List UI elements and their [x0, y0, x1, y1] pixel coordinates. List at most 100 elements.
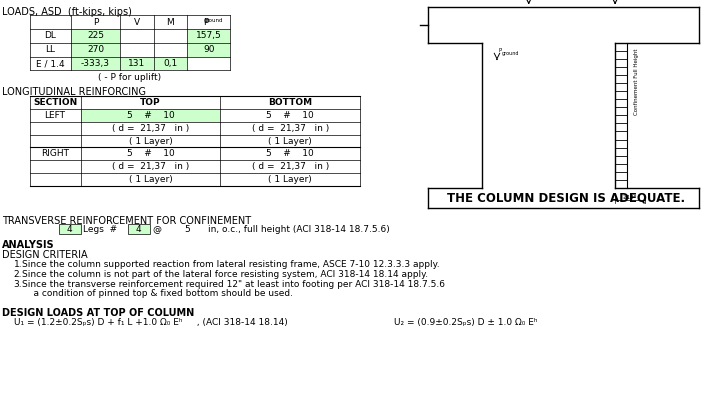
Text: ( 1 Layer): ( 1 Layer) — [129, 136, 173, 145]
Bar — [120, 15, 154, 29]
Bar — [187, 57, 231, 70]
Bar — [29, 122, 81, 134]
Bar — [29, 147, 81, 160]
Bar — [81, 134, 221, 147]
Bar — [29, 109, 81, 122]
Bar — [29, 134, 81, 147]
Text: Since the transverse reinforcement required 12" at least into footing per ACI 31: Since the transverse reinforcement requi… — [21, 280, 445, 289]
Text: 5    #    10: 5 # 10 — [266, 149, 314, 158]
Text: ( d =  21,37   in ): ( d = 21,37 in ) — [112, 124, 189, 133]
Bar — [29, 96, 81, 109]
Text: U₁ = (1.2±0.2Sₚs) D + f₁ L +1.0 Ω₀ Eʰ     , (ACI 318-14 18.14): U₁ = (1.2±0.2Sₚs) D + f₁ L +1.0 Ω₀ Eʰ , … — [14, 318, 288, 327]
Text: 3.: 3. — [14, 280, 22, 289]
Bar — [221, 96, 360, 109]
Text: Legs  #: Legs # — [83, 225, 117, 234]
Text: 4: 4 — [136, 225, 141, 234]
Text: LONGITUDINAL REINFORCING: LONGITUDINAL REINFORCING — [2, 87, 146, 97]
Text: 5    #    10: 5 # 10 — [126, 149, 174, 158]
Bar — [120, 43, 154, 57]
Text: DL: DL — [44, 32, 56, 40]
Bar — [154, 29, 187, 43]
Bar — [221, 160, 360, 173]
Bar — [81, 147, 221, 160]
Bar — [29, 15, 71, 29]
Text: TOP: TOP — [140, 98, 161, 107]
Bar — [29, 43, 71, 57]
Text: ( d =  21,37   in ): ( d = 21,37 in ) — [252, 162, 329, 171]
Text: DESIGN LOADS AT TOP OF COLUMN: DESIGN LOADS AT TOP OF COLUMN — [2, 308, 194, 318]
Text: M: M — [166, 18, 174, 27]
Bar — [71, 43, 120, 57]
Text: U₂ = (0.9±0.2Sₚs) D ± 1.0 Ω₀ Eʰ: U₂ = (0.9±0.2Sₚs) D ± 1.0 Ω₀ Eʰ — [393, 318, 537, 327]
Bar — [187, 29, 231, 43]
Bar — [71, 57, 120, 70]
Text: P: P — [499, 48, 502, 53]
Text: V: V — [134, 18, 140, 27]
Bar — [59, 224, 81, 234]
Bar — [221, 109, 360, 122]
Text: TRANSVERSE REINFORCEMENT FOR CONFINEMENT: TRANSVERSE REINFORCEMENT FOR CONFINEMENT — [2, 215, 251, 226]
Bar — [29, 173, 81, 186]
Bar — [187, 15, 231, 29]
Bar — [81, 122, 221, 134]
Bar — [221, 134, 360, 147]
Text: ( d =  21,37   in ): ( d = 21,37 in ) — [112, 162, 189, 171]
Text: THE COLUMN DESIGN IS ADEQUATE.: THE COLUMN DESIGN IS ADEQUATE. — [447, 191, 685, 204]
Text: @        5      in, o.c., full height (ACI 318-14 18.7.5.6): @ 5 in, o.c., full height (ACI 318-14 18… — [153, 225, 389, 234]
Bar — [221, 147, 360, 160]
Text: 131: 131 — [129, 59, 146, 68]
Bar — [154, 15, 187, 29]
Text: P: P — [93, 18, 98, 27]
Text: LEFT: LEFT — [44, 111, 66, 120]
Text: ANALYSIS: ANALYSIS — [2, 240, 54, 250]
Text: 1.: 1. — [14, 260, 22, 269]
Text: a condition of pinned top & fixed bottom should be used.: a condition of pinned top & fixed bottom… — [21, 288, 293, 298]
Text: -333,3: -333,3 — [81, 59, 110, 68]
Bar — [154, 43, 187, 57]
Text: Since the column supported reaction from lateral resisting frame, ASCE 7-10 12.3: Since the column supported reaction from… — [21, 260, 439, 269]
Text: 90: 90 — [203, 45, 214, 54]
Text: 2.: 2. — [14, 270, 22, 279]
Bar — [81, 109, 221, 122]
Text: ( 1 Layer): ( 1 Layer) — [129, 175, 173, 184]
Bar — [120, 29, 154, 43]
Text: ≥12": ≥12" — [623, 195, 637, 200]
Text: ( - P for uplift): ( - P for uplift) — [99, 73, 161, 83]
Text: ( 1 Layer): ( 1 Layer) — [268, 175, 312, 184]
Text: SECTION: SECTION — [33, 98, 77, 107]
Text: Since the column is not part of the lateral force resisting system, ACI 318-14 1: Since the column is not part of the late… — [21, 270, 428, 279]
Text: 5    #    10: 5 # 10 — [126, 111, 174, 120]
Bar — [81, 173, 221, 186]
Bar — [221, 122, 360, 134]
Text: BOTTOM: BOTTOM — [268, 98, 313, 107]
Bar — [128, 224, 150, 234]
Bar — [81, 96, 221, 109]
Text: ( d =  21,37   in ): ( d = 21,37 in ) — [252, 124, 329, 133]
Bar — [81, 160, 221, 173]
Text: ( 1 Layer): ( 1 Layer) — [268, 136, 312, 145]
Bar — [29, 160, 81, 173]
Bar — [71, 15, 120, 29]
Text: 157,5: 157,5 — [196, 32, 221, 40]
Text: ground: ground — [203, 18, 223, 23]
Text: 5    #    10: 5 # 10 — [266, 111, 314, 120]
Bar — [154, 57, 187, 70]
Bar — [29, 57, 71, 70]
Text: Confinement Full Height: Confinement Full Height — [634, 49, 639, 115]
Text: 4: 4 — [67, 225, 73, 234]
Text: ground: ground — [502, 51, 519, 56]
Bar — [187, 43, 231, 57]
Bar — [221, 173, 360, 186]
Bar — [29, 29, 71, 43]
Text: P: P — [203, 18, 208, 27]
Text: E / 1.4: E / 1.4 — [36, 59, 64, 68]
Bar — [71, 29, 120, 43]
Text: 270: 270 — [87, 45, 104, 54]
Text: 225: 225 — [87, 32, 104, 40]
Text: DESIGN CRITERIA: DESIGN CRITERIA — [2, 250, 88, 260]
Bar — [120, 57, 154, 70]
Text: LOADS, ASD  (ft-kips, kips): LOADS, ASD (ft-kips, kips) — [2, 7, 132, 17]
Text: LL: LL — [45, 45, 55, 54]
Text: 0,1: 0,1 — [163, 59, 177, 68]
Text: RIGHT: RIGHT — [41, 149, 69, 158]
